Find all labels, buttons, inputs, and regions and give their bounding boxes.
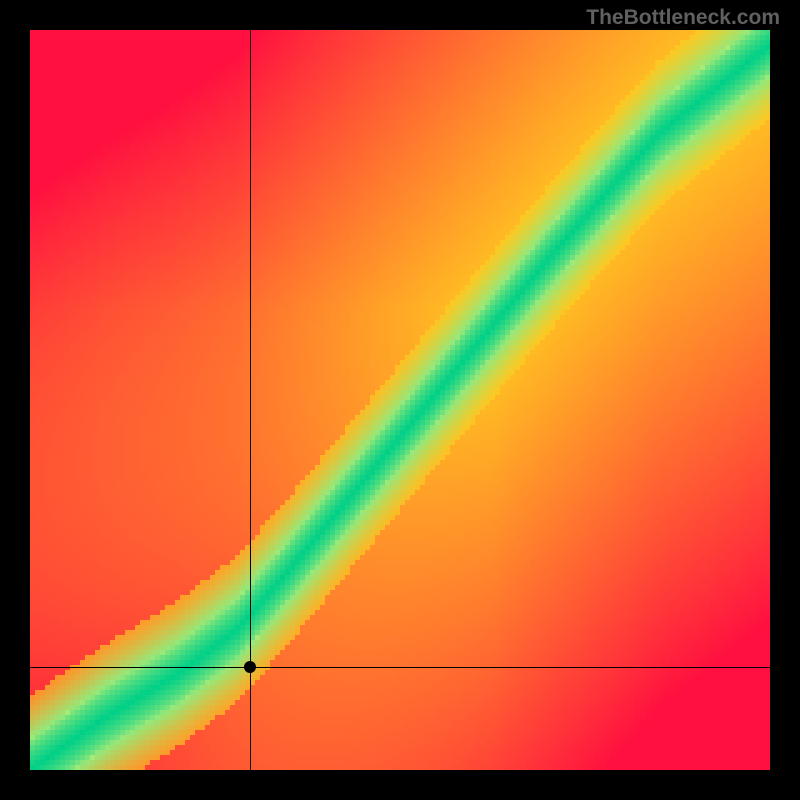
- chart-container: TheBottleneck.com: [0, 0, 800, 800]
- crosshair-vertical: [250, 30, 251, 770]
- heatmap-canvas: [30, 30, 770, 770]
- crosshair-marker: [244, 661, 256, 673]
- crosshair-horizontal: [30, 667, 770, 668]
- watermark-label: TheBottleneck.com: [586, 6, 780, 30]
